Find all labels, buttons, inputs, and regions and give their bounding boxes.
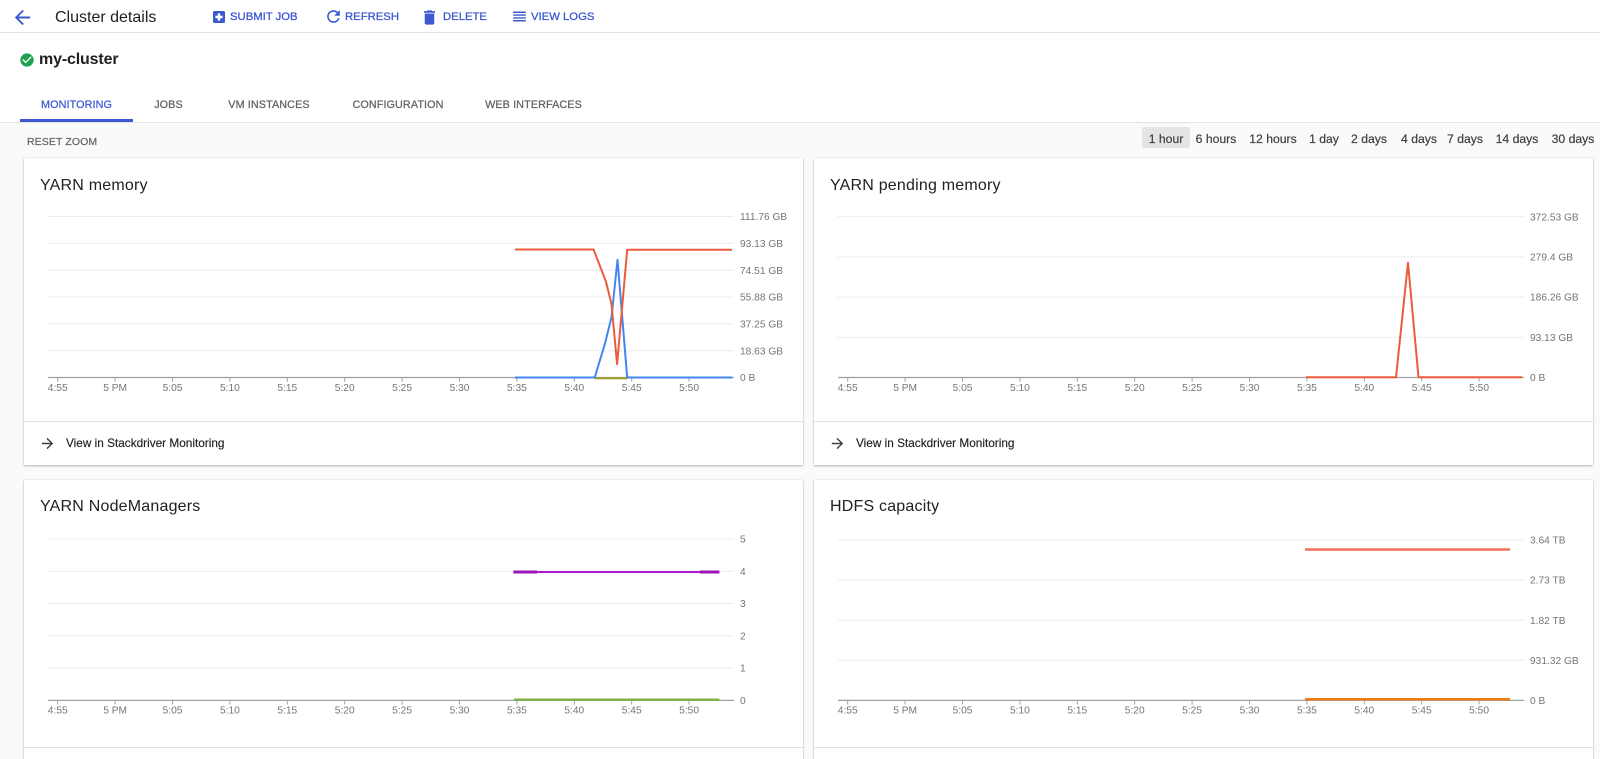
svg-text:279.4 GB: 279.4 GB	[1530, 253, 1573, 264]
svg-text:5:45: 5:45	[622, 706, 642, 717]
svg-text:5 PM: 5 PM	[103, 383, 127, 394]
svg-text:5:05: 5:05	[163, 706, 183, 717]
svg-text:931.32 GB: 931.32 GB	[1530, 656, 1579, 667]
svg-text:5:20: 5:20	[1125, 383, 1145, 394]
svg-text:55.88 GB: 55.88 GB	[740, 293, 783, 304]
svg-text:5:15: 5:15	[1067, 706, 1087, 717]
svg-text:18.63 GB: 18.63 GB	[740, 346, 783, 357]
svg-text:5:35: 5:35	[1297, 383, 1317, 394]
svg-text:5:10: 5:10	[1010, 706, 1030, 717]
svg-text:5:40: 5:40	[564, 706, 584, 717]
svg-text:5:35: 5:35	[1297, 706, 1317, 717]
svg-text:5:25: 5:25	[392, 706, 412, 717]
svg-text:1.82 TB: 1.82 TB	[1530, 616, 1566, 627]
svg-text:5:40: 5:40	[1354, 706, 1374, 717]
svg-text:5:30: 5:30	[1240, 383, 1260, 394]
svg-text:5:05: 5:05	[163, 383, 183, 394]
svg-text:5:10: 5:10	[220, 706, 240, 717]
svg-text:372.53 GB: 372.53 GB	[1530, 212, 1579, 223]
svg-text:5:45: 5:45	[1412, 383, 1432, 394]
svg-text:5:30: 5:30	[450, 383, 470, 394]
svg-text:5:45: 5:45	[622, 383, 642, 394]
svg-text:5:30: 5:30	[1240, 706, 1260, 717]
svg-text:5:30: 5:30	[450, 706, 470, 717]
svg-text:2: 2	[740, 631, 746, 642]
svg-text:5:50: 5:50	[1469, 706, 1489, 717]
svg-text:5 PM: 5 PM	[893, 383, 917, 394]
svg-text:2.73 TB: 2.73 TB	[1530, 576, 1566, 587]
svg-text:5 PM: 5 PM	[103, 706, 127, 717]
svg-text:5:25: 5:25	[1182, 706, 1202, 717]
svg-text:5 PM: 5 PM	[893, 706, 917, 717]
svg-text:0 B: 0 B	[1530, 373, 1545, 384]
svg-text:4:55: 4:55	[48, 706, 68, 717]
svg-text:4:55: 4:55	[838, 706, 858, 717]
svg-text:4: 4	[740, 567, 746, 578]
svg-text:1: 1	[740, 664, 746, 675]
svg-text:93.13 GB: 93.13 GB	[1530, 333, 1573, 344]
svg-text:5: 5	[740, 535, 746, 546]
svg-text:5:20: 5:20	[335, 706, 355, 717]
svg-text:5:05: 5:05	[953, 706, 973, 717]
svg-text:0: 0	[740, 696, 746, 707]
svg-text:5:50: 5:50	[679, 706, 699, 717]
svg-text:5:45: 5:45	[1412, 706, 1432, 717]
svg-text:111.76 GB: 111.76 GB	[740, 212, 787, 223]
svg-text:5:40: 5:40	[1354, 383, 1374, 394]
svg-text:5:50: 5:50	[679, 383, 699, 394]
svg-text:5:40: 5:40	[564, 383, 584, 394]
svg-text:186.26 GB: 186.26 GB	[1530, 293, 1579, 304]
svg-text:37.25 GB: 37.25 GB	[740, 319, 783, 330]
svg-text:0 B: 0 B	[1530, 696, 1545, 707]
svg-text:5:10: 5:10	[220, 383, 240, 394]
svg-text:5:20: 5:20	[1125, 706, 1145, 717]
svg-text:3.64 TB: 3.64 TB	[1530, 536, 1566, 547]
svg-text:3: 3	[740, 599, 746, 610]
svg-text:5:25: 5:25	[392, 383, 412, 394]
svg-text:5:20: 5:20	[335, 383, 355, 394]
svg-text:5:35: 5:35	[507, 383, 527, 394]
svg-text:4:55: 4:55	[48, 383, 68, 394]
svg-text:5:35: 5:35	[507, 706, 527, 717]
svg-text:5:25: 5:25	[1182, 383, 1202, 394]
svg-text:5:10: 5:10	[1010, 383, 1030, 394]
svg-text:93.13 GB: 93.13 GB	[740, 239, 783, 250]
svg-text:5:05: 5:05	[953, 383, 973, 394]
svg-text:5:15: 5:15	[277, 706, 297, 717]
svg-text:74.51 GB: 74.51 GB	[740, 266, 783, 277]
svg-text:5:15: 5:15	[1067, 383, 1087, 394]
svg-text:5:50: 5:50	[1469, 383, 1489, 394]
svg-text:4:55: 4:55	[838, 383, 858, 394]
svg-text:5:15: 5:15	[277, 383, 297, 394]
svg-text:0 B: 0 B	[740, 373, 755, 384]
